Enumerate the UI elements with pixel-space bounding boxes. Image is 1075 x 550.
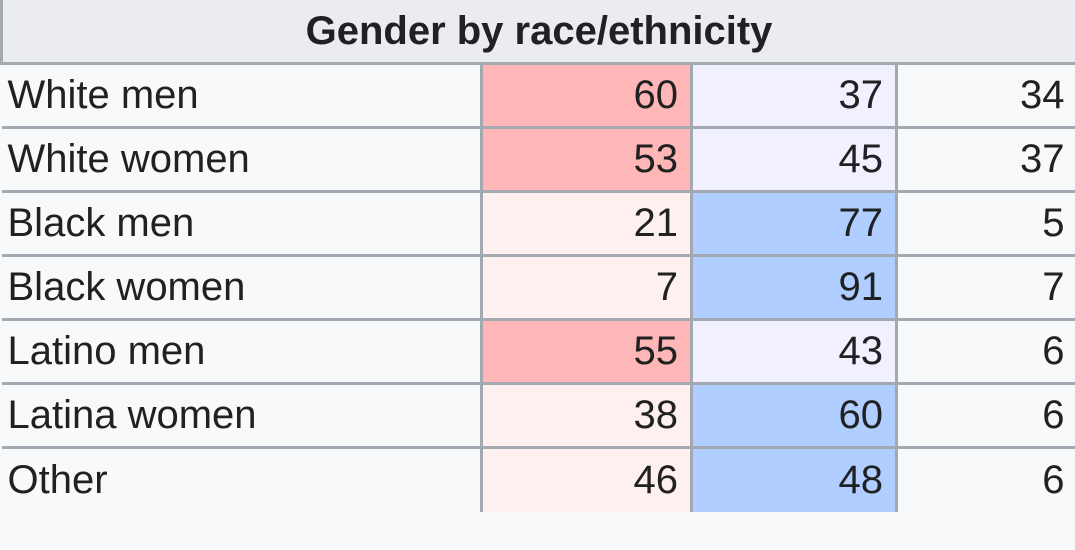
value-cell: 21 <box>480 190 693 257</box>
value-cell: 43 <box>690 318 898 385</box>
value-cell: 46 <box>480 446 693 512</box>
row-label: Black men <box>1 190 483 257</box>
value-cell: 34 <box>894 62 1075 129</box>
value-cell: 7 <box>480 254 693 321</box>
value-cell: 6 <box>894 382 1075 449</box>
value-cell: 77 <box>690 190 898 257</box>
value-cell: 53 <box>480 126 693 193</box>
table-row: Black men 21 77 5 <box>1 190 1075 257</box>
table-header-row: Gender by race/ethnicity <box>0 0 1075 65</box>
value-cell: 60 <box>690 382 898 449</box>
value-cell: 45 <box>690 126 898 193</box>
row-label: Other <box>1 446 483 512</box>
value-cell: 6 <box>894 446 1075 512</box>
value-cell: 55 <box>480 318 693 385</box>
table-row: White women 53 45 37 <box>1 126 1075 193</box>
row-label: Latino men <box>1 318 483 385</box>
table-title: Gender by race/ethnicity <box>0 0 1075 65</box>
value-cell: 91 <box>690 254 898 321</box>
value-cell: 6 <box>894 318 1075 385</box>
row-label: Latina women <box>1 382 483 449</box>
value-cell: 48 <box>690 446 898 512</box>
value-cell: 37 <box>690 62 898 129</box>
table-row: Black women 7 91 7 <box>1 254 1075 321</box>
value-cell: 38 <box>480 382 693 449</box>
row-label: Black women <box>1 254 483 321</box>
value-cell: 37 <box>894 126 1075 193</box>
value-cell: 5 <box>894 190 1075 257</box>
table-row: Latina women 38 60 6 <box>1 382 1075 449</box>
value-cell: 60 <box>480 62 693 129</box>
table-row: White men 60 37 34 <box>1 62 1075 129</box>
table-row: Other 46 48 6 <box>1 446 1075 512</box>
exit-poll-table: Gender by race/ethnicity White men 60 37… <box>0 0 1075 512</box>
row-label: White men <box>1 62 483 129</box>
row-label: White women <box>1 126 483 193</box>
table-row: Latino men 55 43 6 <box>1 318 1075 385</box>
value-cell: 7 <box>894 254 1075 321</box>
